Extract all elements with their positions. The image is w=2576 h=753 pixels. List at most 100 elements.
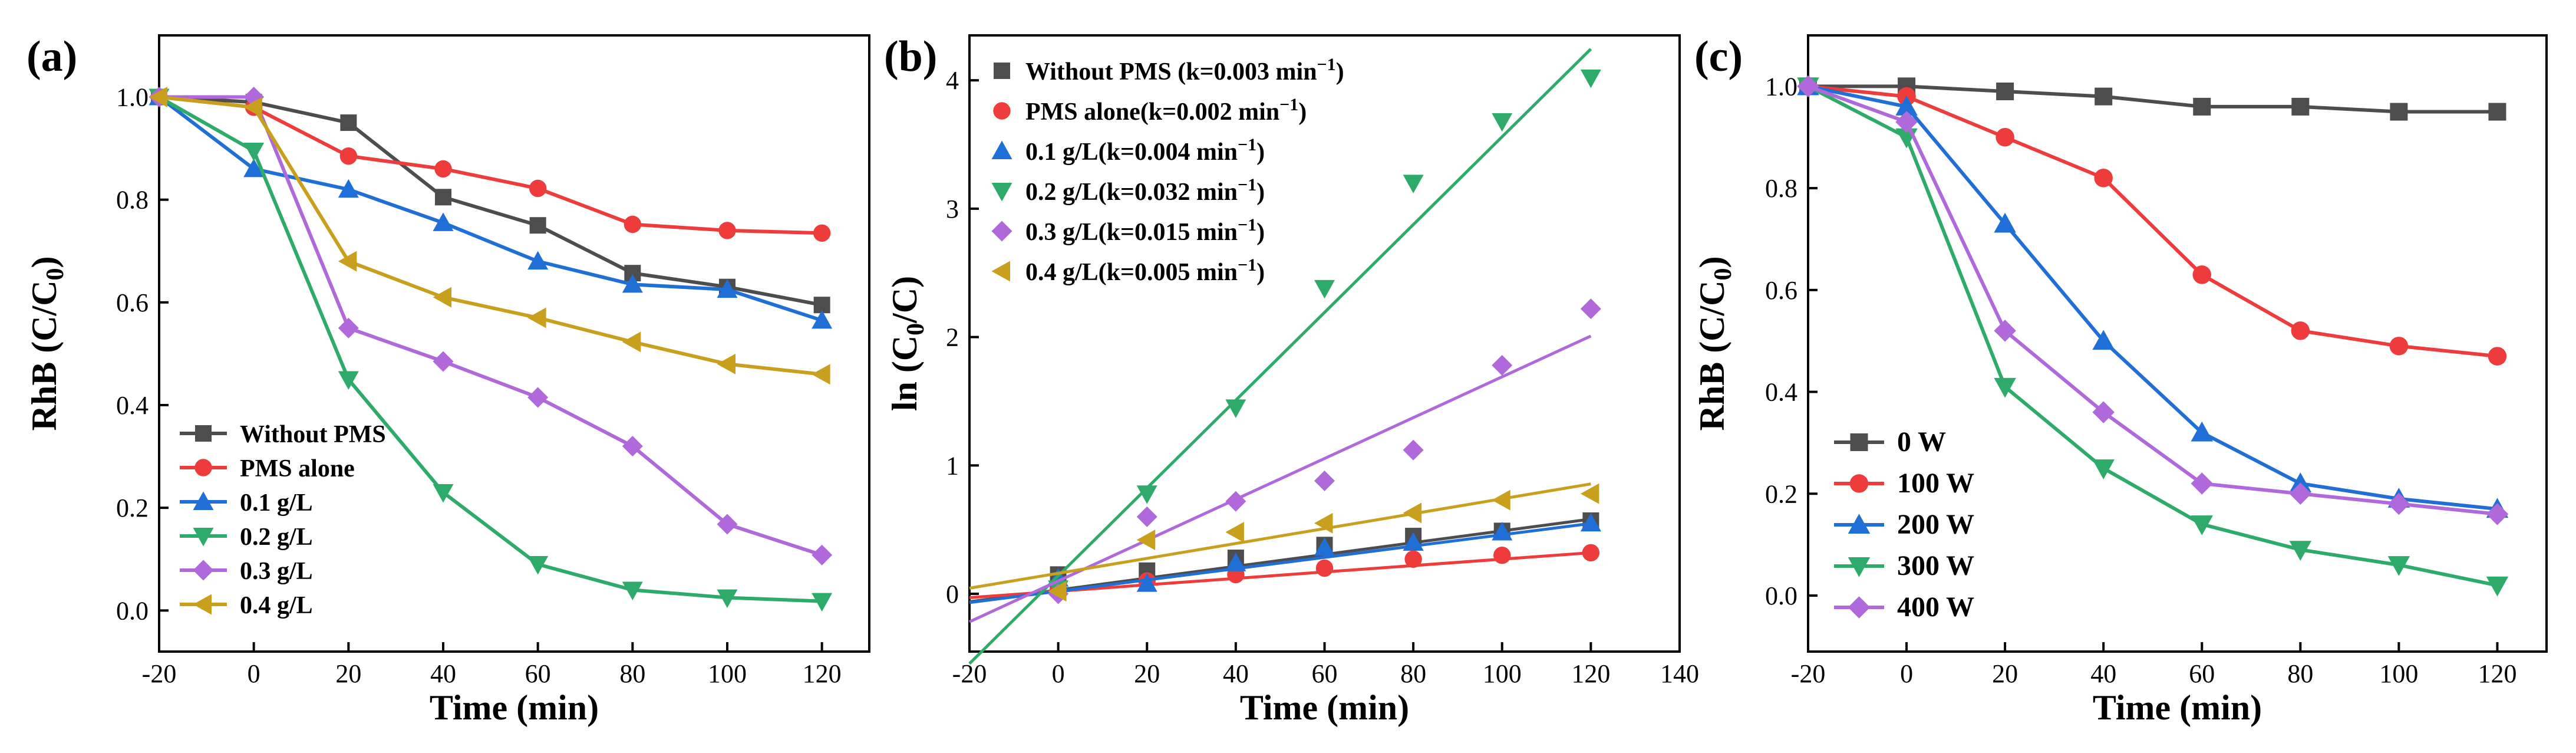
data-point bbox=[717, 589, 738, 609]
x-tick-label: 60 bbox=[525, 659, 551, 688]
data-point bbox=[529, 217, 546, 234]
data-point bbox=[2192, 265, 2212, 284]
legend-label-end: ) bbox=[1256, 219, 1265, 246]
y-tick-label: 0.6 bbox=[116, 288, 149, 317]
legend-marker bbox=[993, 102, 1011, 120]
data-point bbox=[527, 307, 546, 328]
data-point bbox=[1582, 544, 1600, 562]
x-tick-label: 80 bbox=[1400, 659, 1426, 688]
fit-line bbox=[969, 482, 1591, 590]
y-tick-label: 0.8 bbox=[116, 186, 149, 215]
y-tick-label: 0.0 bbox=[1765, 581, 1797, 610]
legend-label-main: 0.3 g/L bbox=[240, 558, 313, 585]
x-tick-label: 20 bbox=[1134, 659, 1160, 688]
x-tick-label: -20 bbox=[1791, 659, 1826, 688]
data-point bbox=[1403, 175, 1424, 193]
series-400 bbox=[1797, 75, 2509, 525]
legend-label: PMS alone(k=0.002 min−1) bbox=[1025, 95, 1307, 126]
data-point bbox=[622, 331, 641, 353]
data-point bbox=[435, 189, 451, 206]
x-tick-label: 0 bbox=[248, 659, 260, 688]
data-point bbox=[622, 436, 643, 457]
data-point bbox=[2390, 103, 2408, 121]
legend-entry: 300 W bbox=[1834, 550, 1974, 581]
legend-label: 0.1 g/L bbox=[240, 489, 313, 517]
y-axis-label-main: RhB (C/C bbox=[25, 280, 64, 430]
x-tick-label: 0 bbox=[1052, 659, 1065, 688]
series-0-4 bbox=[969, 482, 1599, 602]
data-point bbox=[717, 279, 738, 298]
data-point bbox=[433, 287, 451, 308]
data-point bbox=[338, 317, 359, 338]
legend-entry: 0 W bbox=[1834, 426, 1946, 458]
data-point bbox=[339, 147, 358, 165]
data-point bbox=[1994, 212, 2016, 233]
data-point bbox=[243, 142, 265, 162]
legend-label: Without PMS (k=0.003 min−1) bbox=[1025, 55, 1344, 86]
legend-label: 0.1 g/L(k=0.004 min−1) bbox=[1025, 135, 1265, 166]
data-point bbox=[529, 179, 547, 198]
data-point bbox=[338, 251, 357, 272]
y-tick-label: 1.0 bbox=[1765, 72, 1797, 101]
data-point bbox=[812, 310, 833, 329]
data-point bbox=[2389, 337, 2409, 356]
legend-label-main: 0 W bbox=[1897, 426, 1946, 458]
data-point bbox=[338, 371, 359, 390]
x-tick-label: 100 bbox=[708, 659, 747, 688]
data-point bbox=[1996, 83, 2014, 100]
legend-label-end: ) bbox=[1256, 139, 1265, 166]
legend-label-main: 0.3 g/L(k=0.015 min bbox=[1025, 219, 1238, 246]
legend-entry: 0.1 g/L(k=0.004 min−1) bbox=[991, 135, 1265, 166]
y-tick-label: 0.0 bbox=[116, 596, 149, 625]
data-point bbox=[2387, 492, 2410, 515]
legend-label-sup: −1 bbox=[1317, 55, 1336, 74]
legend-marker bbox=[193, 528, 214, 547]
panel-b: -20 0 20 40 60 80 100 120 140 0 1 2 3 4 Time (min) ln (… bbox=[884, 32, 1699, 727]
y-tick-label: 0.6 bbox=[1765, 276, 1797, 305]
data-point bbox=[812, 364, 830, 385]
legend-label: 100 W bbox=[1897, 468, 1974, 499]
data-point bbox=[2289, 482, 2312, 505]
legend-label: 300 W bbox=[1897, 550, 1974, 581]
data-point bbox=[2289, 541, 2312, 561]
legend-label-sup: −1 bbox=[1279, 95, 1298, 114]
legend-entry: 200 W bbox=[1834, 509, 1974, 540]
data-point bbox=[718, 222, 736, 239]
data-point bbox=[1314, 537, 1335, 556]
legend-label-main: PMS alone bbox=[240, 455, 355, 482]
data-point bbox=[717, 514, 738, 535]
series-line bbox=[1808, 84, 2498, 511]
y-axis-label: RhB (C/C0) bbox=[1693, 256, 1737, 430]
data-point bbox=[433, 351, 454, 372]
legend-marker bbox=[1848, 596, 1871, 619]
legend-marker bbox=[991, 261, 1010, 282]
data-point bbox=[2486, 576, 2509, 597]
panel-label: (a) bbox=[27, 32, 77, 81]
legend-label-main: Without PMS (k=0.003 min bbox=[1025, 58, 1317, 86]
data-point bbox=[1895, 111, 1918, 133]
data-point bbox=[1580, 69, 1601, 88]
fit-line bbox=[969, 522, 1591, 604]
y-axis-label-end: ) bbox=[25, 256, 64, 268]
legend-entry: 0.2 g/L bbox=[180, 524, 313, 551]
series-line bbox=[158, 96, 823, 323]
data-point bbox=[2488, 347, 2507, 366]
data-point bbox=[2488, 103, 2506, 121]
y-tick-label: 1.0 bbox=[116, 83, 149, 112]
data-point bbox=[338, 179, 359, 198]
data-point bbox=[1493, 547, 1511, 564]
data-point bbox=[1048, 581, 1067, 602]
series-0-4 bbox=[149, 87, 830, 385]
legend-label: 0.4 g/L(k=0.005 min−1) bbox=[1025, 255, 1265, 286]
panel-label: (c) bbox=[1694, 32, 1743, 81]
legend-label-main: 0.1 g/L bbox=[240, 489, 313, 517]
series-without bbox=[151, 88, 830, 314]
x-tick-label: 60 bbox=[2189, 659, 2215, 688]
legend-marker bbox=[195, 425, 212, 442]
data-point bbox=[1225, 553, 1246, 571]
legend-label: 0.2 g/L bbox=[240, 524, 313, 551]
data-point bbox=[434, 160, 452, 178]
data-point bbox=[622, 581, 643, 600]
legend-label-main: 400 W bbox=[1897, 591, 1974, 623]
y-tick-label: 0.8 bbox=[1765, 174, 1797, 203]
